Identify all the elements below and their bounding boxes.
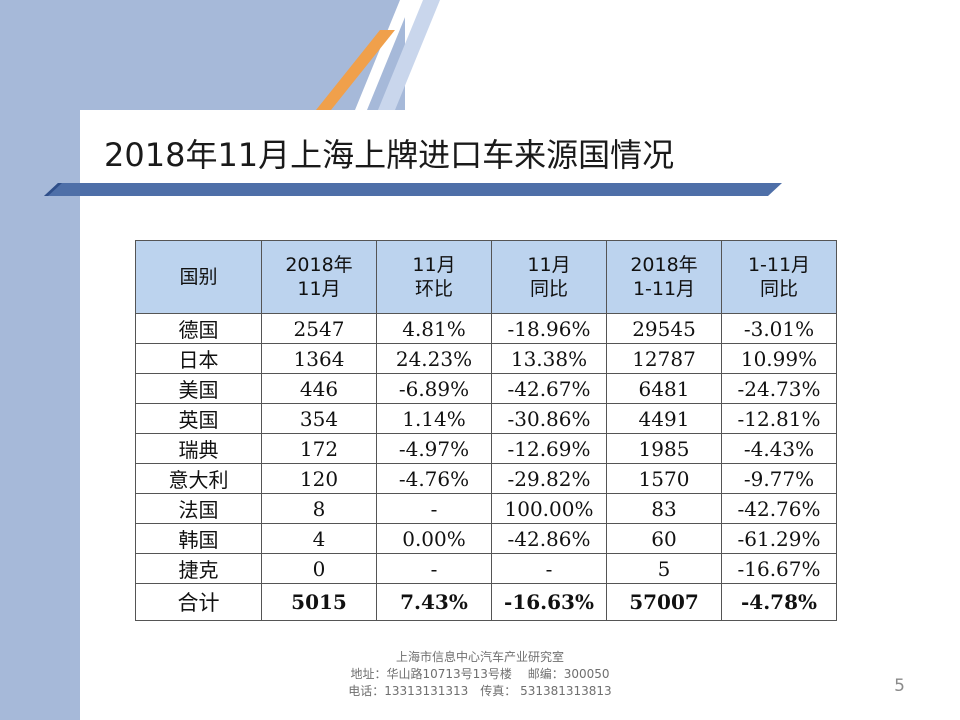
import-source-table: 国别 2018年 11月 11月 环比 11月 同比 2018年 1-11月 1-11月… [135,240,837,621]
header-mom: 11月 环比 [376,240,492,314]
light-blue-stripe [378,0,440,110]
header-yoy: 11月 同比 [491,240,607,314]
orange-stripe [316,30,395,110]
title-underline [44,183,782,196]
header-country: 国别 [135,240,262,314]
header-nov-2018: 2018年 11月 [261,240,377,314]
table-header-row: 国别 2018年 11月 11月 环比 11月 同比 2018年 1-11月 1-11月… [135,240,837,314]
white-stripe [355,0,412,110]
table-row: 日本 1364 24.23% 13.38% 12787 10.99% [135,343,837,374]
header-ytd-yoy: 1-11月 同比 [721,240,837,314]
decor-stripes [44,0,960,200]
footer-contact: 电话：13313131313 传真： 531381313813 [348,684,612,698]
header-ytd-2018: 2018年 1-11月 [606,240,722,314]
table-row: 美国 446 -6.89% -42.67% 6481 -24.73% [135,373,837,404]
footer-organization: 上海市信息中心汽车产业研究室 [395,650,564,664]
table-row: 捷克 0 - - 5 -16.67% [135,553,837,584]
table-row: 德国 2547 4.81% -18.96% 29545 -3.01% [135,313,837,344]
left-decor-band [0,0,80,720]
table-row: 韩国 4 0.00% -42.86% 60 -61.29% [135,523,837,554]
table-total-row: 合计 5015 7.43% -16.63% 57007 -4.78% [135,583,837,621]
table-row: 意大利 120 -4.76% -29.82% 1570 -9.77% [135,463,837,494]
page-title: 2018年11月上海上牌进口车来源国情况 [104,136,675,174]
page-number: 5 [894,676,905,696]
table-row: 法国 8 - 100.00% 83 -42.76% [135,493,837,524]
footer-address: 地址：华山路10713号13号楼 邮编：300050 [350,667,610,681]
table-row: 英国 354 1.14% -30.86% 4491 -12.81% [135,403,837,434]
table-row: 瑞典 172 -4.97% -12.69% 1985 -4.43% [135,433,837,464]
